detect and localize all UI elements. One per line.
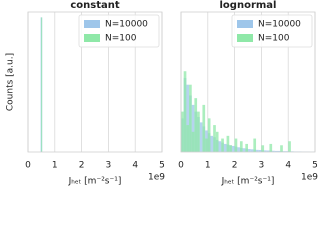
- histogram-bar: [288, 141, 291, 152]
- chart-title: constant: [70, 0, 120, 11]
- histogram-bar: [231, 145, 235, 152]
- histogram-bar: [280, 145, 283, 152]
- histogram-bar: [234, 138, 238, 152]
- x-offset-label: 1e9: [148, 173, 165, 183]
- y-axis-label: Counts [a.u.]: [6, 53, 16, 111]
- histogram-bar: [189, 84, 192, 152]
- legend-swatch: [237, 20, 253, 28]
- histogram-bar: [245, 143, 248, 152]
- legend-swatch: [84, 34, 100, 42]
- legend-label: N=10000: [258, 20, 301, 30]
- histogram-bar: [191, 104, 195, 152]
- legend-swatch: [84, 20, 100, 28]
- histogram-bar: [202, 104, 206, 152]
- histogram-bar: [186, 84, 190, 152]
- figure: 0 1 2 3 4 5 constant Counts [a.u.] Jₕₑₜ [m⁻²s⁻¹]…: [6, 0, 319, 187]
- histogram-bar: [210, 135, 214, 152]
- histogram-bar: [285, 151, 289, 152]
- x-tick-label: 2: [232, 161, 238, 171]
- histogram-bar: [250, 149, 254, 152]
- histogram-bar: [266, 150, 270, 152]
- histogram-bar: [218, 141, 222, 152]
- legend-label: N=100: [258, 34, 290, 44]
- histogram-bar: [229, 145, 232, 152]
- histogram-bar: [213, 125, 216, 152]
- x-tick-label: 3: [259, 161, 265, 171]
- chart-title: lognormal: [220, 0, 277, 11]
- histogram-bar: [197, 111, 200, 152]
- histogram-bar: [181, 111, 184, 152]
- histogram-bar: [199, 122, 203, 152]
- histogram-bar: [253, 138, 257, 152]
- histogram-bar: [242, 148, 246, 152]
- x-tick-label: 0: [178, 161, 184, 171]
- histogram-bar: [194, 98, 198, 152]
- histogram-bar: [215, 131, 219, 152]
- x-tick-label: 4: [285, 161, 291, 171]
- x-tick-label: 5: [312, 161, 318, 171]
- histogram-bar: [237, 147, 240, 152]
- histogram-bar: [239, 141, 243, 152]
- histogram-bar: [272, 150, 275, 152]
- histogram-bar: [221, 138, 224, 152]
- histogram-bar: [264, 150, 267, 152]
- histogram-bar: [261, 145, 265, 152]
- plot-frame: [27, 11, 163, 153]
- histogram-bar: [258, 149, 262, 152]
- histogram-bar: [191, 131, 195, 152]
- histogram-bar: [226, 135, 230, 152]
- legend-label: N=100: [105, 34, 137, 44]
- legend-swatch: [237, 34, 253, 42]
- histogram-bar: [223, 143, 227, 152]
- legend-label: N=10000: [105, 20, 148, 30]
- histogram-bar: [274, 150, 278, 152]
- histogram-bar: [41, 17, 43, 153]
- x-axis-label: Jₕₑₜ [m⁻²s⁻¹]: [221, 177, 275, 187]
- x-axis-label: Jₕₑₜ [m⁻²s⁻¹]: [68, 177, 122, 187]
- x-tick-label: 1: [205, 161, 211, 171]
- histogram-bar: [186, 125, 190, 152]
- histogram-bar: [277, 150, 281, 152]
- x-offset-label: 1e9: [301, 173, 318, 183]
- x-tick-label: 0: [25, 161, 31, 171]
- histogram-bar: [282, 151, 286, 152]
- histogram-bar: [269, 143, 273, 152]
- histogram-bar: [205, 138, 208, 152]
- x-tick-label: 3: [106, 161, 112, 171]
- histogram-bar: [183, 71, 187, 152]
- histogram-bar: [207, 118, 211, 152]
- x-tick-label: 5: [159, 161, 165, 171]
- x-tick-label: 1: [52, 161, 58, 171]
- histogram-bar: [256, 149, 259, 152]
- x-tick-label: 2: [79, 161, 85, 171]
- x-tick-label: 4: [132, 161, 138, 171]
- histogram-bar: [248, 149, 251, 152]
- plot-frame: [180, 11, 316, 153]
